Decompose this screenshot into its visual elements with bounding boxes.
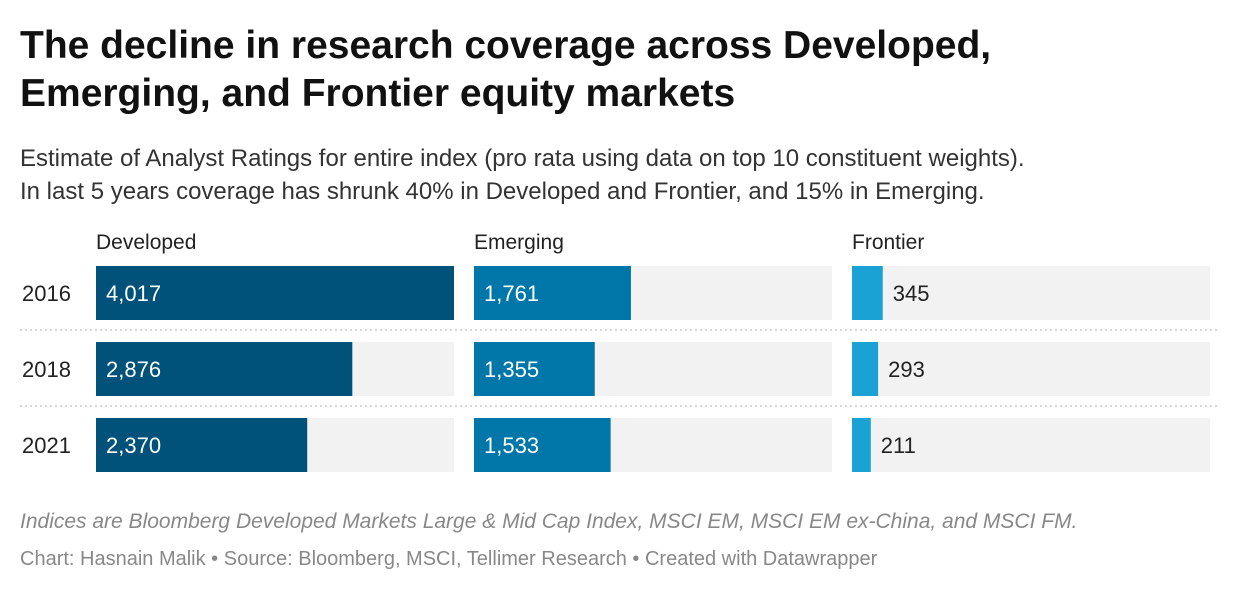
panel-header-emerging: Emerging (474, 231, 564, 254)
data-label-developed-2016: 4,017 (106, 281, 161, 306)
chart-title-line-2: Emerging, and Frontier equity markets (20, 72, 736, 115)
bar-track-frontier-2021 (852, 418, 1210, 472)
data-label-developed-2021: 2,370 (106, 433, 161, 458)
data-label-frontier-2018: 293 (888, 357, 925, 382)
data-label-developed-2018: 2,876 (106, 357, 161, 382)
data-label-emerging-2018: 1,355 (484, 357, 539, 382)
data-label-emerging-2016: 1,761 (484, 281, 539, 306)
bar-developed-2021 (96, 418, 308, 472)
bar-frontier-2016 (852, 266, 883, 320)
data-label-emerging-2021: 1,533 (484, 433, 539, 458)
row-label-2016: 2016 (22, 281, 71, 306)
bar-emerging-2016 (474, 266, 631, 320)
bar-chart: Developed Emerging Frontier 2016 4,017 1,761 3… (20, 231, 1218, 472)
chart-subtitle-line-1: Estimate of Analyst Ratings for entire i… (20, 145, 1025, 172)
bar-developed-2018 (96, 342, 353, 396)
bar-frontier-2021 (852, 418, 871, 472)
bar-emerging-2021 (474, 418, 611, 472)
chart-subtitle-line-2: In last 5 years coverage has shrunk 40% … (20, 178, 985, 205)
bar-track-frontier-2018 (852, 342, 1210, 396)
data-label-frontier-2021: 211 (881, 433, 916, 458)
chart-subtitle: Estimate of Analyst Ratings for entire i… (20, 142, 1230, 208)
data-label-frontier-2016: 345 (893, 281, 930, 306)
row-label-2021: 2021 (22, 433, 71, 458)
panel-header-developed: Developed (96, 231, 196, 254)
chart-footer: Chart: Hasnain Malik • Source: Bloomberg… (20, 548, 878, 570)
bar-track-frontier-2016 (852, 266, 1210, 320)
bar-frontier-2018 (852, 342, 879, 396)
bar-developed-2016 (96, 266, 454, 320)
panel-header-frontier: Frontier (852, 231, 924, 254)
chart-title-line-1: The decline in research coverage across … (20, 24, 992, 67)
row-label-2018: 2018 (22, 357, 71, 382)
bar-emerging-2018 (474, 342, 595, 396)
chart-title: The decline in research coverage across … (20, 22, 1220, 118)
chart-note: Indices are Bloomberg Developed Markets … (20, 510, 1078, 533)
